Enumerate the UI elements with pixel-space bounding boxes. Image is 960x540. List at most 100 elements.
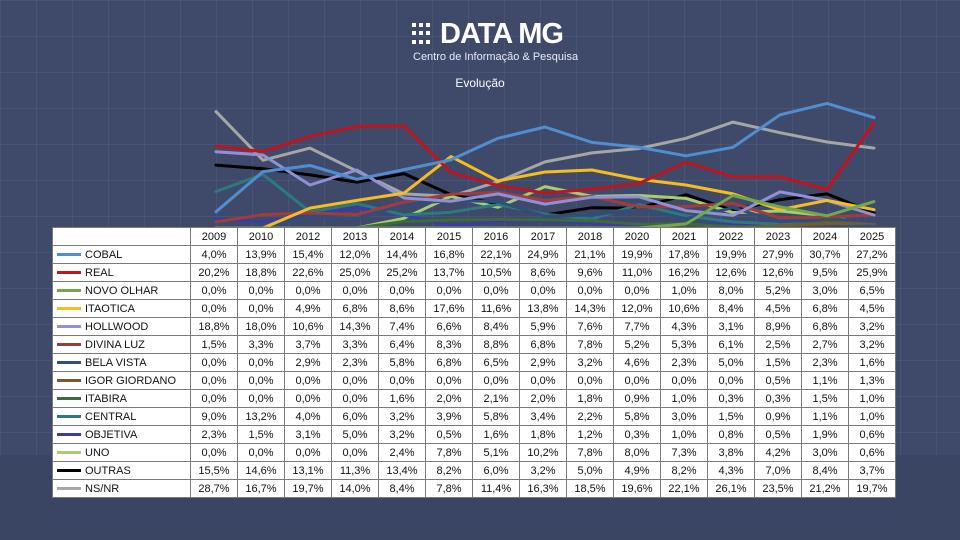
data-label: 4,9%	[284, 299, 332, 318]
data-label: 5,9%	[519, 317, 567, 336]
data-label: 6,0%	[331, 407, 379, 426]
legend-line-marker	[57, 253, 81, 257]
data-label: 0,0%	[190, 371, 238, 390]
year-header: 2018	[566, 227, 614, 246]
data-label: 1,6%	[848, 353, 896, 372]
data-label: 3,2%	[566, 353, 614, 372]
data-label: 3,3%	[237, 335, 285, 354]
data-label: 13,1%	[284, 461, 332, 480]
data-label: 13,4%	[378, 461, 426, 480]
table-row: ITAOTICA 0,0% 0,0% 4,9% 6,8% 8,6% 17,6% 11,6% 13…	[52, 299, 896, 318]
series-name: OUTRAS	[85, 464, 131, 477]
data-label: 25,2%	[378, 263, 426, 282]
series-legend-cell: HOLLWOOD	[52, 317, 191, 336]
data-label: 1,0%	[660, 389, 708, 408]
data-label: 8,0%	[613, 443, 661, 462]
data-label: 1,0%	[848, 389, 896, 408]
data-label: 0,0%	[519, 281, 567, 300]
data-label: 14,3%	[331, 317, 379, 336]
data-label: 16,2%	[660, 263, 708, 282]
data-label: 7,6%	[566, 317, 614, 336]
data-label: 1,8%	[519, 425, 567, 444]
data-label: 4,5%	[848, 299, 896, 318]
data-label: 20,2%	[190, 263, 238, 282]
data-label: 3,1%	[284, 425, 332, 444]
series-name: UNO	[85, 446, 110, 459]
data-label: 5,0%	[331, 425, 379, 444]
data-label: 23,5%	[754, 479, 802, 498]
data-label: 0,0%	[613, 281, 661, 300]
data-label: 8,4%	[801, 461, 849, 480]
legend-line-marker	[57, 397, 81, 401]
data-label: 12,6%	[754, 263, 802, 282]
legend-line-marker	[57, 469, 81, 473]
data-label: 0,0%	[190, 443, 238, 462]
data-label: 0,0%	[237, 371, 285, 390]
data-label: 0,0%	[472, 371, 520, 390]
data-label: 16,8%	[425, 245, 473, 264]
series-legend-cell: DIVINA LUZ	[52, 335, 191, 354]
table-row: BELA VISTA 0,0% 0,0% 2,9% 2,3% 5,8% 6,8% 6,5% 2,…	[52, 353, 896, 372]
data-label: 2,0%	[425, 389, 473, 408]
data-label: 1,5%	[707, 407, 755, 426]
data-label: 28,7%	[190, 479, 238, 498]
data-label: 0,0%	[190, 299, 238, 318]
data-label: 0,0%	[190, 281, 238, 300]
table-header-row: 2009 2010 2012 2013 2014 2015 2016 2017 2018 2020…	[52, 227, 896, 246]
data-label: 0,5%	[425, 425, 473, 444]
data-label: 3,4%	[519, 407, 567, 426]
series-name: NS/NR	[85, 482, 120, 495]
series-name: ITAOTICA	[85, 302, 135, 315]
data-label: 6,5%	[848, 281, 896, 300]
data-label: 2,9%	[284, 353, 332, 372]
year-header: 2023	[754, 227, 802, 246]
data-label: 8,8%	[472, 335, 520, 354]
data-label: 16,7%	[237, 479, 285, 498]
data-label: 7,8%	[566, 443, 614, 462]
data-label: 18,0%	[237, 317, 285, 336]
data-label: 6,4%	[378, 335, 426, 354]
data-label: 8,2%	[660, 461, 708, 480]
data-label: 2,3%	[660, 353, 708, 372]
data-label: 0,0%	[707, 371, 755, 390]
data-label: 19,7%	[848, 479, 896, 498]
series-legend-cell: BELA VISTA	[52, 353, 191, 372]
logo-title: DATA MG	[440, 18, 564, 50]
series-legend-cell: ITAOTICA	[52, 299, 191, 318]
data-label: 3,2%	[519, 461, 567, 480]
data-label: 8,4%	[378, 479, 426, 498]
data-label: 8,0%	[707, 281, 755, 300]
data-label: 5,0%	[707, 353, 755, 372]
series-name: REAL	[85, 266, 114, 279]
data-label: 8,6%	[519, 263, 567, 282]
data-label: 3,0%	[660, 407, 708, 426]
data-label: 0,0%	[190, 389, 238, 408]
logo-dots-icon	[412, 23, 434, 45]
data-label: 0,0%	[237, 353, 285, 372]
year-header: 2024	[801, 227, 849, 246]
data-label: 0,0%	[566, 281, 614, 300]
series-name: OBJETIVA	[85, 428, 138, 441]
data-label: 19,9%	[707, 245, 755, 264]
data-label: 5,3%	[660, 335, 708, 354]
series-line-hollwood	[214, 150, 876, 217]
table-row: NS/NR 28,7% 16,7% 19,7% 14,0% 8,4% 7,8% 11,4% 16…	[52, 479, 896, 498]
series-legend-cell: IGOR GIORDANO	[52, 371, 191, 390]
data-label: 4,5%	[754, 299, 802, 318]
data-label: 25,9%	[848, 263, 896, 282]
data-label: 0,0%	[190, 353, 238, 372]
chart-title: Evolução	[455, 76, 505, 90]
data-label: 6,6%	[425, 317, 473, 336]
data-label: 0,0%	[425, 371, 473, 390]
data-label: 30,7%	[801, 245, 849, 264]
legend-line-marker	[57, 307, 81, 311]
data-label: 0,0%	[237, 299, 285, 318]
data-label: 1,8%	[566, 389, 614, 408]
year-header: 2012	[284, 227, 332, 246]
data-label: 0,0%	[284, 281, 332, 300]
table-row: OBJETIVA 2,3% 1,5% 3,1% 5,0% 3,2% 0,5% 1,6% 1,8%…	[52, 425, 896, 444]
legend-line-marker	[57, 325, 81, 329]
data-label: 10,6%	[660, 299, 708, 318]
series-legend-cell: OBJETIVA	[52, 425, 191, 444]
data-label: 9,0%	[190, 407, 238, 426]
